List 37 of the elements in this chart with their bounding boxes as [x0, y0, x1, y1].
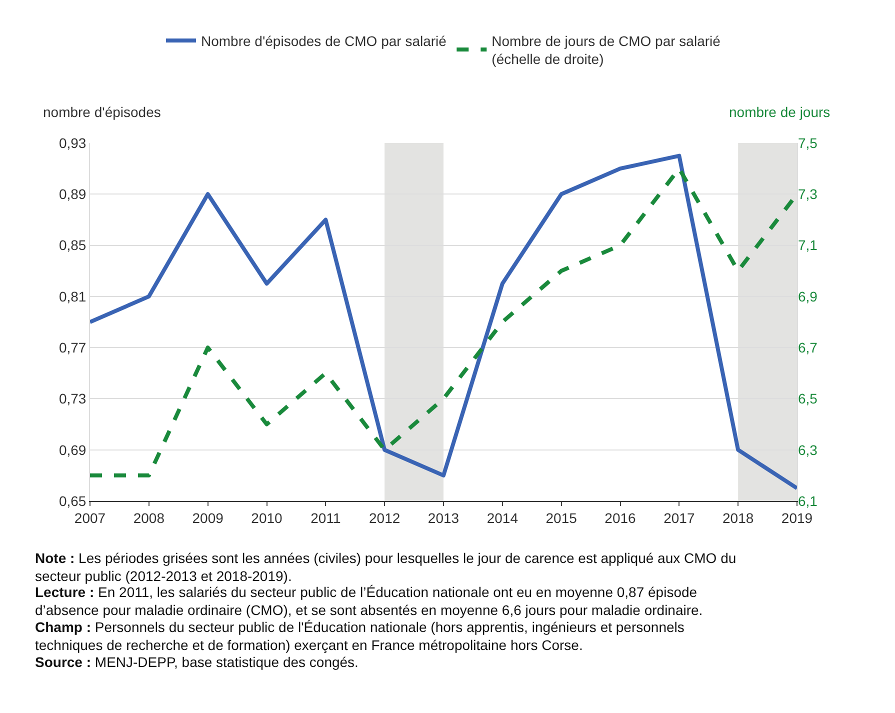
text: Lecture : En 2011, les salariés du secteur public de l’Éducation nationale ont eu en moyenne 0,87 épisode d’absence pour maladie ordinaire (CMO), et se sont absentés en moyenne 6,6 jours pour maladie ordinaire. — [35, 584, 703, 618]
x-tick-label: 2010 — [251, 510, 283, 526]
x-tick-label: 2013 — [428, 510, 460, 526]
y2-tick-label: 7,3 — [798, 186, 818, 202]
y-tick-label: 0,85 — [58, 237, 86, 254]
x-tick-label: 2015 — [546, 510, 578, 526]
x-tick-label: 2007 — [74, 510, 106, 526]
y-tick-label: 0,65 — [58, 492, 86, 509]
y-tick-label: 0,73 — [58, 390, 86, 407]
y2-tick-label: 7,1 — [798, 237, 818, 254]
x-tick-label: 2018 — [722, 510, 754, 526]
x-tick-label: 2017 — [664, 510, 695, 526]
x-tick-label: 2019 — [781, 510, 813, 526]
text: Note : Les périodes grisées sont les années (civiles) pour lesquelles le jour de carence est appliqué aux CMO du secteur public (2012-2013 et 2018-2019). — [35, 550, 736, 584]
x-tick-label: 2011 — [310, 510, 341, 526]
legend-label: Nombre de jours de CMO par salarié (échelle de droite) — [492, 32, 721, 68]
y-axis-title: nombre d'épisodes — [43, 104, 161, 120]
text: Champ : Personnels du secteur public de l'Éducation nationale (hors apprentis, ingénieurs et personnels techniques de recherche et de formation) exerçant en France métropolitaine hors Corse. — [35, 619, 684, 654]
y2-tick-label: 6,3 — [798, 442, 818, 458]
y2-tick-label: 7,5 — [798, 134, 818, 151]
y2-axis-title: nombre de jours — [729, 104, 830, 120]
y2-tick-label: 6,5 — [798, 390, 818, 407]
y-tick-label: 0,81 — [58, 288, 86, 304]
x-tick-label: 2009 — [192, 510, 224, 526]
x-tick-label: 2012 — [369, 510, 400, 526]
y2-tick-label: 6,9 — [798, 288, 818, 304]
y-tick-label: 0,93 — [58, 134, 86, 151]
source-note: Source : MENJ-DEPP, base statistique des congés. — [35, 654, 358, 670]
y2-tick-label: 6,7 — [798, 339, 818, 356]
y-tick-label: 0,77 — [58, 339, 86, 356]
legend-label: Nombre d'épisodes de CMO par salarié — [201, 32, 447, 49]
x-tick-label: 2008 — [133, 510, 165, 526]
x-tick-label: 2016 — [604, 510, 636, 526]
y-tick-label: 0,89 — [58, 186, 86, 202]
x-tick-label: 2014 — [486, 510, 518, 526]
y2-tick-label: 6,1 — [798, 492, 818, 509]
y-tick-label: 0,69 — [58, 442, 86, 458]
